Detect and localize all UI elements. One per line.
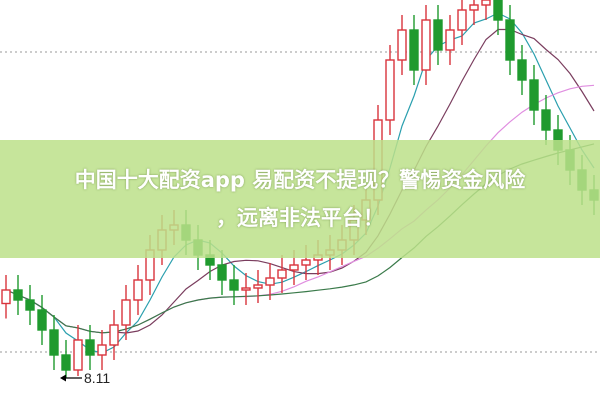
candle-down [409,29,419,71]
arrow-head-icon [60,374,66,382]
candle-up [457,9,467,31]
candle-down [229,279,239,291]
candle-down [13,289,23,301]
candle-up [421,19,431,71]
low-annotation: 8.11 [60,370,110,386]
title-line-1: 中国十大配资app 易配资不提现？警惕资金风险 [74,168,526,192]
candle-down [85,339,95,356]
candle-down [433,19,443,51]
candle-up [397,29,407,61]
low-price-label: 8.11 [84,370,110,386]
candle-up [481,0,491,6]
candle-up [385,59,395,121]
title-line-2: ，远离非法平台！ [216,206,384,230]
candle-down [25,299,35,311]
candle-down [541,109,551,131]
candle-down [505,19,515,61]
candle-down [217,264,227,281]
candle-up [73,339,83,371]
candle-down [37,309,47,331]
candle-up [265,277,275,286]
candle-up [301,259,311,266]
candle-up [97,344,107,356]
candle-up [469,4,479,11]
candle-up [253,284,263,289]
candle-up [133,279,143,301]
candle-up [445,29,455,51]
candle-up [289,264,299,271]
candle-up [1,289,11,305]
candle-down [493,0,503,21]
candle-up [121,299,131,326]
candle-down [529,79,539,111]
title-banner: 中国十大配资app 易配资不提现？警惕资金风险 ，远离非法平台！ [0,140,600,258]
candle-down [61,354,71,371]
candle-up [277,269,287,279]
candle-up [241,287,251,291]
candle-down [49,329,59,356]
candle-up [109,324,119,346]
candle-down [517,59,527,81]
